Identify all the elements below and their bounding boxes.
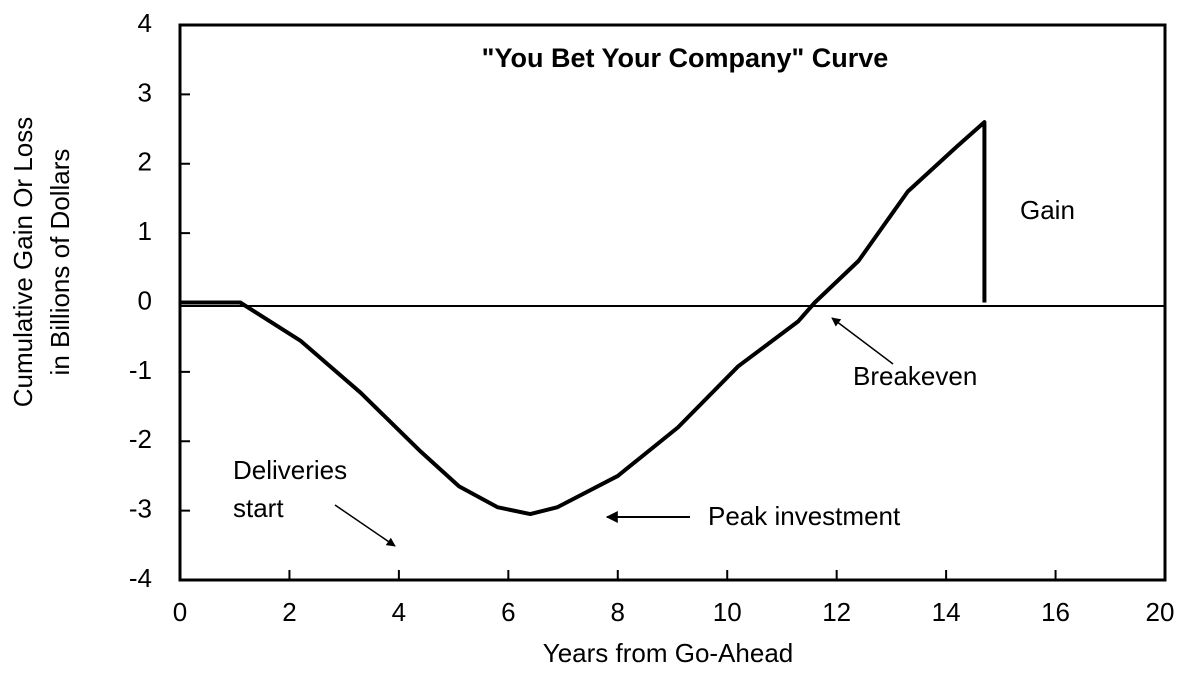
x-tick-label: 14 <box>932 597 961 627</box>
line-series <box>180 120 987 517</box>
x-tick-label: 6 <box>501 597 515 627</box>
y-tick-label: -1 <box>129 355 152 385</box>
x-axis-label: Years from Go-Ahead <box>543 638 794 668</box>
y-tick-label: 3 <box>138 77 152 107</box>
x-tick-label: 12 <box>822 597 851 627</box>
y-tick-label: 1 <box>138 216 152 246</box>
arrow <box>831 317 894 365</box>
y-tick-label: 0 <box>138 285 152 315</box>
x-tick-label: 20 <box>1146 597 1175 627</box>
arrow <box>334 504 396 547</box>
x-tick-label: 8 <box>611 597 625 627</box>
annotation: Deliveries <box>233 455 347 485</box>
y-tick-label: 2 <box>138 147 152 177</box>
chart-title: "You Bet Your Company" Curve <box>482 43 889 73</box>
y-tick-label: -3 <box>129 494 152 524</box>
annotation: Peak investment <box>708 501 901 531</box>
x-tick-label: 16 <box>1041 597 1070 627</box>
x-tick-label: 4 <box>392 597 406 627</box>
annotation: start <box>233 493 284 523</box>
plot-frame <box>178 23 1167 582</box>
annotation: Gain <box>1020 195 1075 225</box>
y-tick-label: -4 <box>129 563 152 593</box>
x-tick-label: 10 <box>713 597 742 627</box>
y-axis-label: in Billions of Dollars <box>45 149 75 376</box>
annotation: Breakeven <box>853 361 977 391</box>
x-tick-label: 0 <box>173 597 187 627</box>
y-tick-label: 4 <box>138 8 152 38</box>
y-tick-label: -2 <box>129 424 152 454</box>
y-axis-label: Cumulative Gain Or Loss <box>8 117 38 407</box>
x-tick-label: 2 <box>282 597 296 627</box>
